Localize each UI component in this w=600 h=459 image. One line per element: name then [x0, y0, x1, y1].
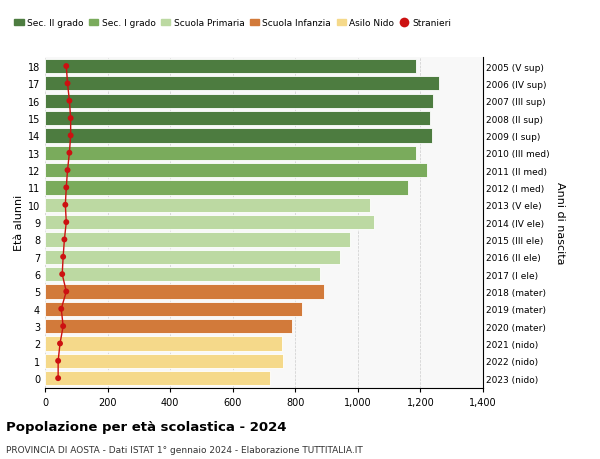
Point: [61, 219, 71, 226]
Point: [66, 115, 76, 123]
Point: [66, 133, 76, 140]
Y-axis label: Età alunni: Età alunni: [14, 195, 23, 251]
Legend: Sec. II grado, Sec. I grado, Scuola Primaria, Scuola Infanzia, Asilo Nido, Stran: Sec. II grado, Sec. I grado, Scuola Prim…: [14, 19, 451, 28]
Point: [61, 185, 71, 192]
Point: [53, 375, 63, 382]
Bar: [45, 198, 370, 213]
Bar: [45, 129, 433, 143]
Bar: [45, 77, 439, 91]
Bar: [45, 285, 324, 299]
Bar: [45, 336, 282, 351]
Text: PROVINCIA DI AOSTA - Dati ISTAT 1° gennaio 2024 - Elaborazione TUTTITALIA.IT: PROVINCIA DI AOSTA - Dati ISTAT 1° genna…: [6, 445, 363, 454]
Point: [61, 63, 71, 71]
Text: Popolazione per età scolastica - 2024: Popolazione per età scolastica - 2024: [6, 420, 287, 433]
Bar: [45, 250, 340, 264]
Point: [63, 167, 73, 174]
Point: [58, 323, 68, 330]
Point: [55, 340, 65, 347]
Bar: [45, 112, 430, 126]
Y-axis label: Anni di nascita: Anni di nascita: [555, 181, 565, 264]
Point: [65, 98, 74, 105]
Point: [58, 271, 67, 278]
Point: [58, 253, 68, 261]
Bar: [45, 95, 433, 109]
Bar: [45, 60, 416, 74]
Point: [65, 150, 74, 157]
Bar: [45, 302, 302, 316]
Bar: [45, 233, 350, 247]
Point: [59, 236, 69, 244]
Point: [61, 288, 71, 296]
Bar: [45, 319, 292, 334]
Bar: [45, 181, 408, 195]
Bar: [45, 146, 416, 161]
Point: [61, 202, 70, 209]
Bar: [45, 268, 320, 282]
Bar: [45, 354, 283, 368]
Bar: [45, 216, 374, 230]
Bar: [45, 163, 427, 178]
Point: [53, 358, 63, 365]
Point: [63, 80, 73, 88]
Point: [56, 305, 66, 313]
Bar: [45, 371, 269, 386]
